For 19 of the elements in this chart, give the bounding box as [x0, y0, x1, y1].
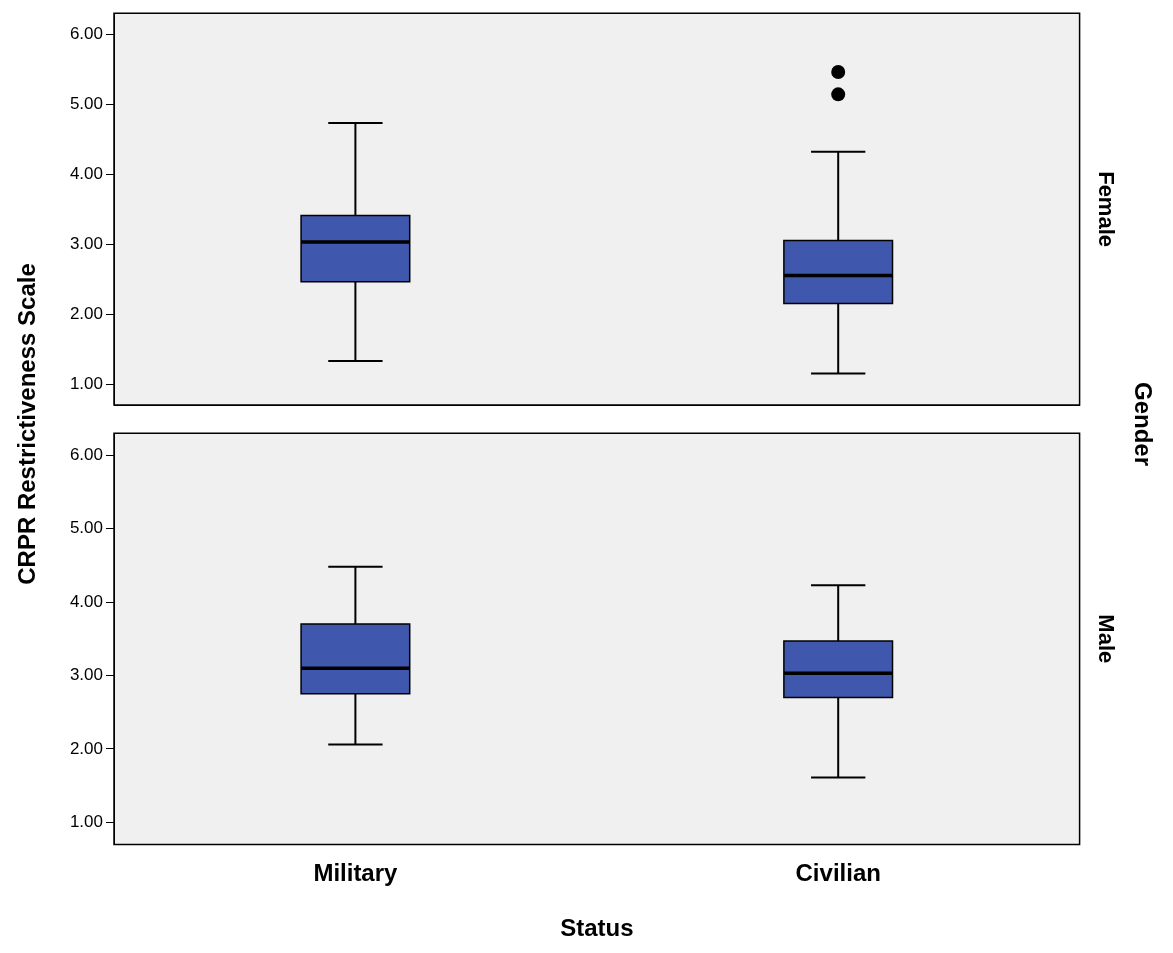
y2-axis-title: Male [1093, 614, 1119, 664]
x-tick-label: Civilian [795, 859, 881, 887]
y-tick-label: 5.00 [69, 93, 103, 113]
y-tick-label: 3.00 [69, 233, 103, 253]
x-tick-label: Military [313, 859, 399, 887]
y-tick-label: 2.00 [69, 303, 103, 323]
y-axis-title: CRPR Restrictiveness Scale [13, 263, 41, 585]
y-tick-label: 3.00 [69, 665, 103, 685]
text: Gender [1129, 381, 1157, 467]
y-tick-label: 2.00 [69, 738, 103, 758]
y-tick-label: 5.00 [69, 518, 103, 538]
y-tick-label: 1.00 [69, 373, 103, 393]
y-tick-label: 6.00 [69, 23, 103, 43]
y-tick-label: 4.00 [69, 163, 103, 183]
y-tick-label: 4.00 [69, 591, 103, 611]
y2-axis-title: Female [1093, 171, 1119, 248]
x-axis-title: Status [560, 914, 634, 942]
y-tick-label: 6.00 [69, 444, 103, 464]
y-tick-label: 1.00 [69, 812, 103, 832]
